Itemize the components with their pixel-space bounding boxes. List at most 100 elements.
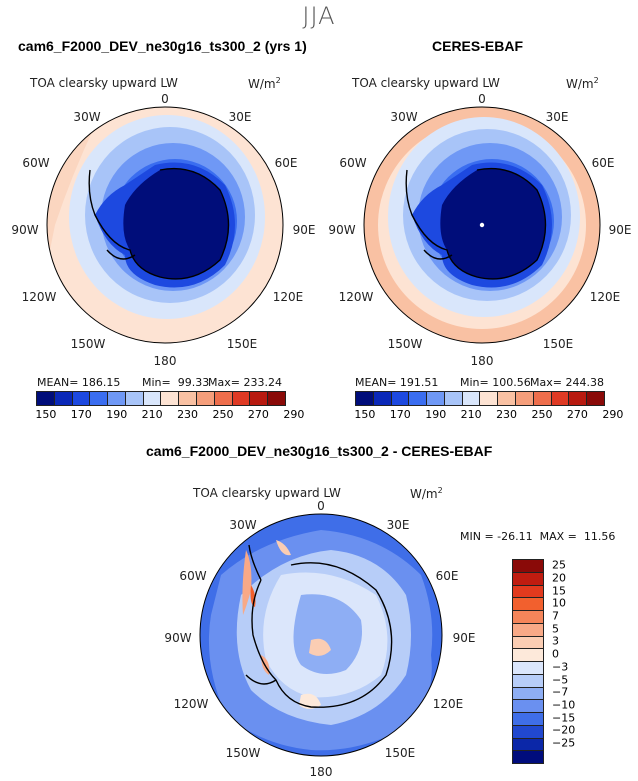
- obs-lon-30w: 30W: [390, 110, 418, 124]
- colorbar-swatch: [89, 392, 108, 405]
- model-lon-30e: 30E: [228, 110, 252, 124]
- diff-lon-60e: 60E: [435, 569, 459, 583]
- colorbar-swatch: [513, 636, 543, 650]
- obs-lon-120e: 120E: [589, 290, 621, 304]
- colorbar-tick-label: −25: [552, 736, 576, 750]
- model-lon-0: 0: [161, 92, 169, 106]
- diff-units-label: W/m2: [410, 486, 443, 501]
- colorbar-swatch: [513, 649, 543, 662]
- model-lon-60e: 60E: [274, 156, 298, 170]
- colorbar-swatch: [513, 560, 543, 573]
- colorbar-tick-label: 3: [552, 634, 559, 648]
- obs-units-label: W/m2: [566, 76, 599, 91]
- obs-lon-150e: 150E: [542, 337, 574, 351]
- colorbar-tick-label: 210: [460, 408, 482, 421]
- colorbar-swatch: [513, 751, 543, 763]
- model-panel-title: cam6_F2000_DEV_ne30g16_ts300_2 (yrs 1): [18, 38, 307, 54]
- colorbar-swatch: [426, 392, 444, 405]
- colorbar-tick-label: 10: [552, 596, 566, 610]
- model-max: Max= 233.24: [208, 376, 282, 389]
- colorbar-swatch: [513, 713, 543, 726]
- diff-lon-0: 0: [317, 499, 325, 513]
- colorbar-swatch: [267, 392, 285, 405]
- colorbar-swatch: [71, 392, 90, 405]
- diff-colorbar-labels: 25 20 15 10 7 5 3 0 −3 −5 −7 −10 −15 −20 −25: [552, 559, 592, 762]
- season-title: JJA: [302, 2, 336, 30]
- colorbar-swatch: [513, 687, 543, 701]
- model-variable-label: TOA clearsky upward LW: [30, 76, 178, 90]
- colorbar-tick-label: 150: [354, 408, 376, 421]
- colorbar-swatch: [107, 392, 125, 405]
- diff-colorbar: [512, 559, 544, 764]
- colorbar-tick-label: 190: [106, 408, 128, 421]
- obs-polar-map: [363, 106, 601, 344]
- colorbar-swatch: [513, 674, 543, 688]
- model-lon-30w: 30W: [73, 110, 101, 124]
- obs-lon-30e: 30E: [545, 110, 569, 124]
- model-antarctica-coastline: [88, 167, 230, 280]
- diff-minmax: MIN = -26.11 MAX = 11.56: [460, 530, 616, 543]
- colorbar-swatch: [124, 392, 143, 405]
- colorbar-swatch: [249, 392, 268, 405]
- colorbar-swatch: [586, 392, 604, 405]
- model-lon-150w: 150W: [70, 337, 106, 351]
- colorbar-tick-label: −7: [552, 685, 569, 699]
- colorbar-swatch: [408, 392, 427, 405]
- colorbar-swatch: [213, 392, 232, 405]
- model-lon-150e: 150E: [226, 337, 258, 351]
- colorbar-tick-label: 20: [552, 571, 566, 585]
- colorbar-tick-label: 290: [602, 408, 624, 421]
- colorbar-tick-label: 270: [566, 408, 588, 421]
- colorbar-tick-label: −15: [552, 711, 576, 725]
- diff-lon-120w: 120W: [173, 697, 209, 711]
- colorbar-swatch: [461, 392, 480, 405]
- model-units-label: W/m2: [248, 76, 281, 91]
- obs-lon-150w: 150W: [387, 337, 423, 351]
- obs-min: Min= 100.56: [460, 376, 531, 389]
- colorbar-tick-label: −20: [552, 723, 576, 737]
- colorbar-swatch: [550, 392, 569, 405]
- colorbar-swatch: [497, 392, 516, 405]
- colorbar-swatch: [443, 392, 462, 405]
- colorbar-swatch: [513, 662, 543, 675]
- diff-antarctica-coastline: [245, 544, 393, 708]
- diff-lon-60w: 60W: [179, 569, 207, 583]
- obs-lon-90w: 90W: [328, 223, 356, 237]
- colorbar-swatch: [513, 623, 543, 637]
- colorbar-swatch: [231, 392, 250, 405]
- obs-max: Max= 244.38: [530, 376, 604, 389]
- obs-lon-90e: 90E: [608, 223, 632, 237]
- colorbar-tick-label: 230: [496, 408, 518, 421]
- obs-lon-0: 0: [478, 92, 486, 106]
- diff-lon-150w: 150W: [225, 746, 261, 760]
- colorbar-swatch: [142, 392, 161, 405]
- diff-variable-label: TOA clearsky upward LW: [193, 486, 341, 500]
- obs-antarctica-coastline: [405, 167, 547, 280]
- colorbar-swatch: [513, 585, 543, 599]
- obs-lon-60w: 60W: [339, 156, 367, 170]
- obs-colorbar-labels: 150 170 190 210 230 250 270 290: [354, 408, 623, 422]
- colorbar-swatch: [37, 392, 54, 405]
- model-min: Min= 99.33: [142, 376, 210, 389]
- diff-panel-title: cam6_F2000_DEV_ne30g16_ts300_2 - CERES-E…: [146, 443, 493, 459]
- colorbar-tick-label: 15: [552, 584, 566, 598]
- model-lon-60w: 60W: [22, 156, 50, 170]
- colorbar-tick-label: 210: [141, 408, 163, 421]
- colorbar-tick-label: 190: [425, 408, 447, 421]
- diff-lon-180: 180: [309, 765, 333, 779]
- colorbar-swatch: [568, 392, 587, 405]
- colorbar-swatch: [479, 392, 498, 405]
- colorbar-swatch: [513, 700, 543, 713]
- model-polar-map: [46, 106, 284, 344]
- colorbar-tick-label: 250: [531, 408, 553, 421]
- diff-lon-30w: 30W: [229, 518, 257, 532]
- colorbar-tick-label: 7: [552, 609, 559, 623]
- model-lon-90w: 90W: [11, 223, 39, 237]
- obs-panel-title: CERES-EBAF: [432, 38, 524, 54]
- colorbar-tick-label: 290: [283, 408, 305, 421]
- colorbar-tick-label: 170: [389, 408, 411, 421]
- colorbar-swatch: [513, 611, 543, 624]
- model-colorbar-labels: 150 170 190 210 230 250 270 290: [35, 408, 304, 422]
- diff-polar-map: [199, 513, 443, 757]
- colorbar-tick-label: 270: [247, 408, 269, 421]
